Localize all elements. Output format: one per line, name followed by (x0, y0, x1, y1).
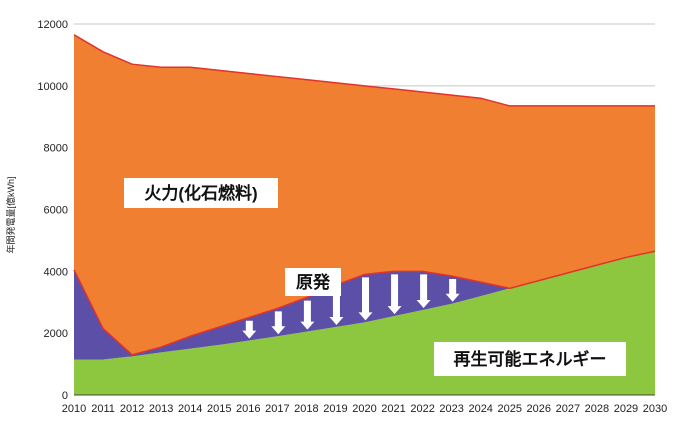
down-arrow (445, 278, 460, 302)
x-tick-label: 2015 (207, 403, 231, 415)
x-tick-label: 2026 (527, 403, 551, 415)
y-axis-label: 年間発電量[億kWh] (5, 176, 16, 253)
down-arrow (271, 311, 286, 335)
down-arrow (416, 274, 431, 308)
nuclear-label-text: 原発 (296, 272, 331, 292)
x-tick-label: 2014 (178, 403, 202, 415)
x-tick-label: 2022 (410, 403, 434, 415)
thermal-top-line (73, 34, 655, 107)
x-tick-label: 2016 (236, 403, 260, 415)
thermal-label: 火力(化石燃料) (124, 178, 278, 208)
renewable-label: 再生可能エネルギー (434, 342, 626, 376)
down-arrow (242, 320, 257, 339)
nuclear-label: 原発 (285, 268, 341, 296)
decrease-arrows (242, 274, 460, 339)
x-tick-labels: 2010 2011 2012 2013 2014 2015 2016 2017 2018 2019… (62, 403, 667, 415)
x-tick-label: 2020 (352, 403, 376, 415)
thermal-label-text: 火力(化石燃料) (144, 183, 257, 203)
down-arrow (387, 274, 402, 315)
x-tick-label: 2030 (643, 403, 667, 415)
y-tick-label: 2000 (44, 328, 68, 340)
x-tick-label: 2012 (120, 403, 144, 415)
y-tick-label: 4000 (44, 266, 68, 278)
x-tick-label: 2010 (62, 403, 86, 415)
x-tick-label: 2024 (468, 403, 492, 415)
x-tick-label: 2018 (294, 403, 318, 415)
y-tick-label: 10000 (37, 81, 68, 93)
renewable-label-text: 再生可能エネルギー (454, 349, 607, 369)
x-tick-label: 2017 (265, 403, 289, 415)
x-tick-label: 2029 (614, 403, 638, 415)
x-tick-label: 2011 (91, 403, 115, 415)
x-tick-label: 2027 (556, 403, 580, 415)
x-tick-label: 2013 (149, 403, 173, 415)
thermal-area (74, 34, 655, 355)
x-tick-label: 2019 (323, 403, 347, 415)
x-tick-label: 2025 (498, 403, 522, 415)
x-tick-label: 2023 (439, 403, 463, 415)
y-tick-label: 6000 (44, 205, 68, 217)
area-series (73, 34, 656, 396)
nuclear-label-box (285, 268, 341, 296)
y-tick-label: 8000 (44, 143, 68, 155)
down-arrow (358, 277, 373, 321)
x-tick-label: 2028 (585, 403, 609, 415)
thermal-label-box (124, 178, 278, 208)
y-tick-label: 0 (62, 390, 68, 402)
y-tick-label: 12000 (37, 19, 68, 31)
down-arrow (300, 300, 315, 330)
x-tick-label: 2021 (381, 403, 405, 415)
y-tick-labels: 0 2000 4000 6000 8000 10000 12000 (37, 19, 68, 402)
down-arrow (329, 288, 344, 325)
renewable-label-box (434, 342, 626, 376)
nuclear-boundary-line (73, 250, 656, 356)
